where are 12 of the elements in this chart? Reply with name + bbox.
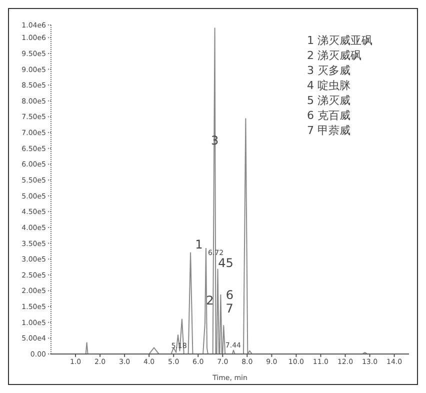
annotation: 7 <box>226 302 234 316</box>
annotation: 6 克百威 <box>307 108 352 123</box>
annotation: 4 啶虫脒 <box>307 78 352 93</box>
annotation: 6 <box>226 288 234 302</box>
annotation: 7 甲萘威 <box>307 123 352 138</box>
annotation: 3 灭多威 <box>307 63 352 78</box>
annotation: 2 <box>206 294 214 308</box>
annotation: 5 涕灭威 <box>307 93 352 108</box>
annotation: 1 涕灭威亚砜 <box>307 33 372 48</box>
annotation: 1 <box>195 237 203 252</box>
annotation: 45 <box>218 256 234 270</box>
annotation: 2 涕灭威砜 <box>307 48 362 63</box>
